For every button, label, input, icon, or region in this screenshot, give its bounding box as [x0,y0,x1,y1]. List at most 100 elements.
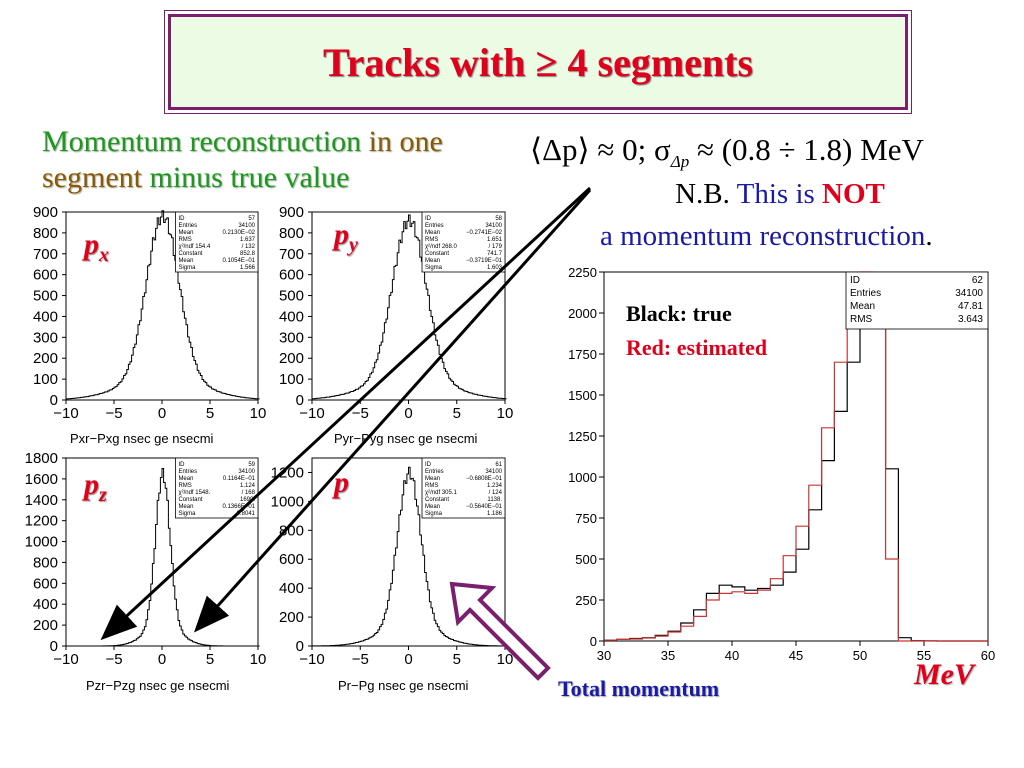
panel-py-stat-key: ID [425,216,432,222]
panel-p-stat-key: ID [425,462,432,468]
panel-p-histogram [312,466,507,647]
total-frame [603,271,989,642]
panel-p-xtick-label: −10 [299,651,324,668]
panel-px-stat-val: 0.1054E−01 [222,258,255,264]
title-symbol: ≥ [535,39,558,85]
panel-py-stat-val: −0.3719E−01 [466,258,503,264]
subtitle-part1: Momentum reconstruction [42,125,362,158]
panel-p-stats-box [421,457,506,519]
note-line1: N.B. This is NOT [560,178,1000,211]
panel-pz-ytick-label: 1200 [25,513,58,530]
total-stat-key: RMS [850,314,873,325]
panel-py-ytick-label: 600 [279,267,304,284]
panel-p-stat-val: 61 [495,462,502,468]
total-stat-key: Entries [850,288,881,299]
panel-py-stat-val: 58 [495,216,502,222]
total-stat-val: 47.81 [958,301,983,312]
page-title: Tracks with ≥ 4 segments [323,39,753,86]
panel-px-ytick-label: 500 [33,288,58,305]
panel-py-xtick-label: 0 [404,405,412,422]
panel-py-xtick-label: 5 [453,405,461,422]
panel-p-stat-val: 1.234 [487,483,503,489]
panel-px-stat-key: Sigma [178,265,196,271]
panel-pz-stat-key: χ²/ndf 1548. [178,490,210,496]
total-ytick-label: 2250 [568,265,597,280]
panel-px-stat-key: Constant [178,251,202,257]
formula: ⟨Δp⟩ ≈ 0; σΔp ≈ (0.8 ÷ 1.8) MeV [530,132,924,172]
panel-pz-stat-val: 59 [248,462,255,468]
panel-pz-xtick-label: 5 [206,651,214,668]
panel-px-stat-key: ID [178,216,185,222]
label-p: p [334,466,349,499]
panel-p-stat-key: Mean [425,476,440,482]
panel-py-ytick-label: 300 [279,329,304,346]
panel-px-ytick-label: 300 [33,329,58,346]
note-nb: N.B. [675,178,730,210]
note-a: a [600,220,613,252]
panel-p-ytick-label: 800 [279,522,304,539]
panel-pz-histogram [66,468,260,647]
unit-mev: MeV [914,658,974,691]
panel-px-stat-val: 0.2130E−02 [222,230,255,236]
subtitle: Momentum reconstruction in one segment m… [42,124,512,196]
subtitle-part3: segment [42,161,142,194]
panel-pz-stat-key: Constant [178,497,202,503]
panel-p-stat-val: −0.5640E−01 [466,504,503,510]
note-not: NOT [822,178,885,210]
panel-p-stat-val: 34100 [485,469,502,475]
panel-px-stat-key: Entries [178,223,197,229]
panel-py-xlabel: Pyr−Pyg nsec ge nsecmi [334,431,478,446]
panel-py-stat-key: Constant [425,251,449,257]
total-xtick-label: 35 [661,648,675,663]
total-stat-val: 34100 [955,288,983,299]
note-line2: a momentum reconstruction. [600,220,933,253]
panel-pz-stat-key: RMS [178,483,191,489]
legend-black: Black: true [626,301,732,326]
panel-pz-stat-key: Entries [178,469,197,475]
subtitle-part4: minus true value [149,161,350,194]
panel-p-xtick-label: 0 [404,651,412,668]
total-ytick-label: 1250 [568,429,597,444]
formula-sub: Δp [670,152,690,172]
panel-p-ytick-label: 400 [279,580,304,597]
arrow-to-pz-left [100,186,592,641]
label-px: px [84,228,109,266]
panel-pz-ytick-label: 1000 [25,534,58,551]
panel-py-stat-val: / 179 [489,244,503,250]
panel-p-stat-key: RMS [425,483,438,489]
panel-p-ytick-label: 0 [296,638,304,655]
panel-py-xtick-label: −5 [352,405,369,422]
panel-px-stat-val: 1.566 [240,265,256,271]
caption-total-momentum: Total momentum [558,676,720,701]
note-dot: . [925,220,933,252]
total-ytick-label: 750 [575,511,597,526]
panel-px-stat-val: 57 [248,216,255,222]
panel-py-stat-val: 741.7 [487,251,503,257]
panel-py-stat-key: χ²/ndf 268.0 [425,244,458,250]
total-ytick-label: 1500 [568,388,597,403]
panel-py-xtick-label: 10 [497,405,514,422]
panel-py-histogram [312,214,507,400]
panel-p-stat-key: χ²/ndf 305.1 [425,490,458,496]
panel-pz-xtick-label: −10 [53,651,78,668]
total-xtick-label: 45 [789,648,803,663]
total-xtick-label: 55 [917,648,931,663]
panel-px-xlabel: Pxr−Pxg nsec ge nsecmi [70,431,214,446]
panel-px-ytick-label: 0 [50,392,58,409]
panel-pz-ytick-label: 400 [33,596,58,613]
label-pz: pz [84,468,107,506]
panel-pz-ytick-label: 1800 [25,450,58,467]
panel-px-ytick-label: 900 [33,204,58,221]
label-py: py [334,218,358,256]
panel-px-stat-val: 34100 [238,223,255,229]
arrow-to-pz-right [193,188,592,633]
total-xtick-label: 30 [597,648,611,663]
legend-red: Red: estimated [626,335,768,360]
panel-pz-stat-key: Sigma [178,511,196,517]
panel-pz-xtick-label: 0 [158,651,166,668]
panel-py-stat-key: Entries [425,223,444,229]
panel-p-stat-val: 1.186 [487,511,503,517]
panel-py-ytick-label: 0 [296,392,304,409]
panel-p-stat-key: Mean [425,504,440,510]
